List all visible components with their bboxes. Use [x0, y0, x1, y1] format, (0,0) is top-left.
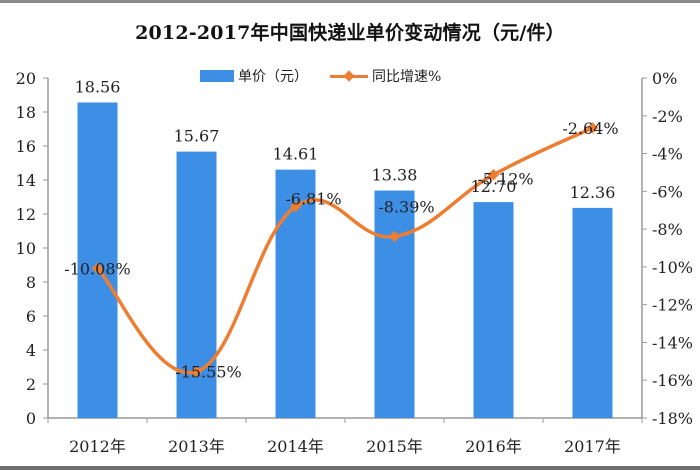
bar [572, 207, 613, 418]
left-tick-label: 4 [26, 341, 36, 360]
bar [77, 102, 118, 418]
legend-label-price: 单价（元） [238, 69, 308, 85]
left-tick-label: 0 [26, 409, 36, 428]
top-border [0, 0, 700, 3]
right-tick-label: -14% [652, 333, 693, 352]
bar-swatch-icon [200, 70, 234, 82]
left-tick-label: 2 [26, 375, 36, 394]
bar-value-label: 12.70 [471, 177, 517, 196]
line-value-label: -10.08% [64, 259, 130, 278]
bar [374, 190, 415, 418]
chart-legend: 单价（元） 同比增速% [200, 66, 463, 86]
bar-value-label: 12.36 [570, 183, 616, 202]
left-tick-label: 10 [16, 239, 36, 258]
left-tick-label: 6 [26, 307, 36, 326]
legend-item-price: 单价（元） [200, 66, 308, 86]
bar-value-label: 14.61 [273, 145, 319, 164]
right-tick-label: -4% [652, 145, 683, 164]
chart-title: 2012-2017年中国快递业单价变动情况（元/件） [135, 22, 565, 44]
bar [473, 202, 514, 418]
left-tick-label: 18 [16, 103, 36, 122]
right-tick-label: -18% [652, 409, 693, 428]
left-tick-label: 14 [16, 171, 36, 190]
x-tick-label: 2014年 [267, 437, 324, 456]
right-tick-label: -16% [652, 371, 693, 390]
left-tick-label: 12 [16, 205, 36, 224]
x-tick-label: 2015年 [366, 437, 423, 456]
x-tick-label: 2016年 [465, 437, 522, 456]
line-value-label: -2.64% [562, 119, 618, 138]
diamond-marker-icon [388, 230, 401, 243]
x-tick-label: 2012年 [69, 437, 126, 456]
diamond-marker-icon [289, 200, 302, 213]
bar-value-label: 13.38 [372, 166, 418, 185]
right-tick-label: 0% [652, 69, 677, 88]
diamond-marker-icon [190, 366, 203, 378]
x-tick-label: 2017年 [564, 437, 621, 456]
line-value-label: -8.39% [378, 197, 434, 216]
left-tick-label: 20 [16, 69, 36, 88]
left-tick-label: 16 [16, 137, 36, 156]
x-tick-label: 2013年 [168, 437, 225, 456]
right-tick-label: -2% [652, 107, 683, 126]
line-value-label: -5.12% [477, 170, 533, 189]
legend-label-growth: 同比增速% [372, 69, 442, 85]
bottom-border [0, 466, 700, 470]
right-tick-label: -6% [652, 182, 683, 201]
line-value-label: -15.55% [175, 363, 241, 382]
diamond-marker-icon [487, 169, 500, 181]
bar-value-label: 15.67 [174, 127, 220, 146]
line-value-label: -6.81% [285, 190, 341, 209]
left-tick-label: 8 [26, 273, 36, 292]
right-tick-label: -10% [652, 258, 693, 277]
bar-value-label: 18.56 [75, 77, 121, 96]
right-tick-label: -12% [652, 296, 693, 315]
right-tick-label: -8% [652, 220, 683, 239]
growth-line [96, 126, 594, 375]
legend-item-growth: 同比增速% [330, 66, 441, 86]
line-marker-icon [330, 74, 368, 78]
